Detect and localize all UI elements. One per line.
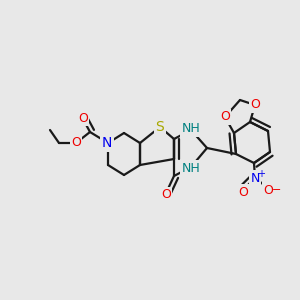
Text: N: N bbox=[102, 136, 112, 150]
Text: O: O bbox=[220, 110, 230, 124]
Text: −: − bbox=[272, 185, 282, 195]
Text: O: O bbox=[78, 112, 88, 124]
Text: O: O bbox=[161, 188, 171, 202]
Text: O: O bbox=[263, 184, 273, 196]
Text: +: + bbox=[257, 169, 265, 179]
Text: O: O bbox=[238, 185, 248, 199]
Text: NH: NH bbox=[182, 122, 200, 136]
Text: O: O bbox=[71, 136, 81, 149]
Text: S: S bbox=[156, 120, 164, 134]
Text: N: N bbox=[250, 172, 260, 184]
Text: NH: NH bbox=[182, 161, 200, 175]
Text: O: O bbox=[250, 98, 260, 112]
